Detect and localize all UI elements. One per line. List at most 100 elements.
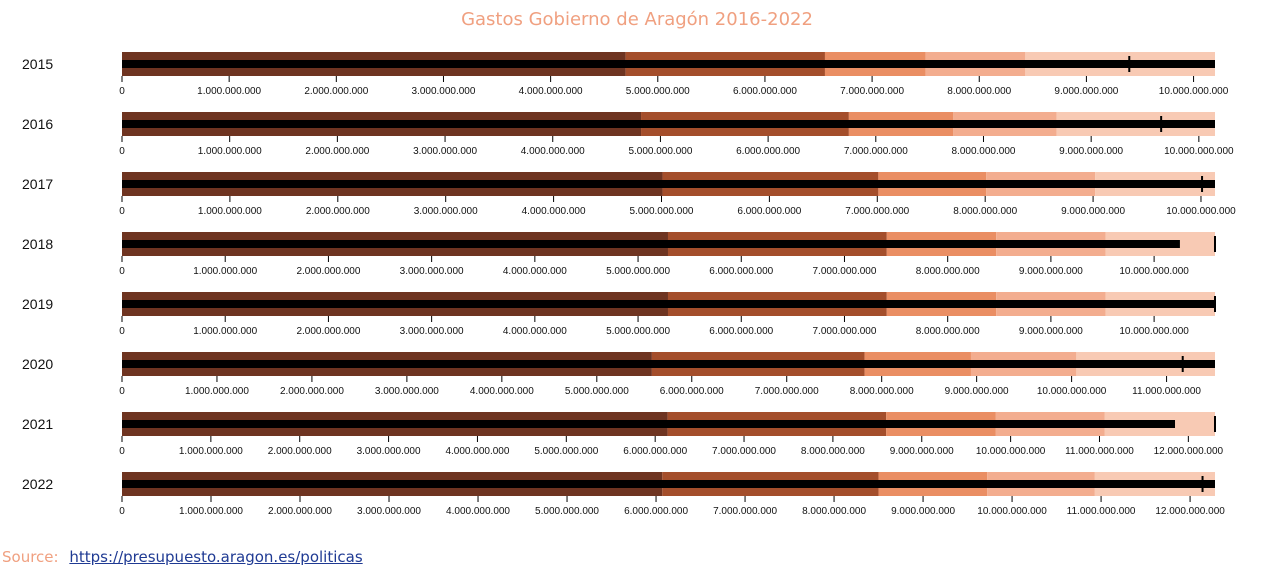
tick-label: 1.000.000.000 (193, 266, 257, 277)
measure-bar (122, 360, 1215, 368)
tick-label: 9.000.000.000 (1054, 86, 1118, 97)
bullet-row-2021: 2021 0 1.000.000.000 2.000.000.000 3.000.000… (22, 412, 1224, 457)
tick-label: 10.000.000.000 (1037, 386, 1107, 397)
tick-label: 0 (119, 266, 125, 277)
tick-label: 10.000.000.000 (1164, 146, 1234, 157)
tick-label: 8.000.000.000 (952, 146, 1016, 157)
tick-label: 7.000.000.000 (844, 146, 908, 157)
tick-label: 10.000.000.000 (1119, 266, 1189, 277)
measure-bar (122, 480, 1215, 488)
bullet-row-2016: 2016 0 1.000.000.000 2.000.000.000 3.000.000… (22, 112, 1234, 157)
tick-label: 10.000.000.000 (977, 506, 1047, 517)
tick-label: 7.000.000.000 (840, 86, 904, 97)
tick-label: 8.000.000.000 (850, 386, 914, 397)
tick-label: 12.000.000.000 (1154, 446, 1224, 457)
row-label: 2019 (22, 296, 53, 312)
tick-label: 6.000.000.000 (737, 206, 801, 217)
tick-label: 0 (119, 506, 125, 517)
tick-label: 9.000.000.000 (1061, 206, 1125, 217)
tick-label: 1.000.000.000 (179, 446, 243, 457)
tick-label: 5.000.000.000 (535, 506, 599, 517)
tick-label: 3.000.000.000 (357, 506, 421, 517)
tick-label: 0 (119, 386, 125, 397)
bullet-chart: Gastos Gobierno de Aragón 2016-2022 2015… (22, 9, 1236, 517)
tick-label: 8.000.000.000 (916, 326, 980, 337)
tick-label: 0 (119, 446, 125, 457)
tick-label: 2.000.000.000 (304, 86, 368, 97)
bullet-row-2015: 2015 0 1.000.000.000 2.000.000.000 3.000.000… (22, 52, 1229, 97)
source-label: Source: (2, 548, 59, 566)
bullet-row-2017: 2017 0 1.000.000.000 2.000.000.000 3.000.000… (22, 172, 1236, 217)
tick-label: 8.000.000.000 (916, 266, 980, 277)
tick-label: 2.000.000.000 (305, 146, 369, 157)
tick-label: 5.000.000.000 (630, 206, 694, 217)
tick-label: 4.000.000.000 (446, 506, 510, 517)
tick-label: 3.000.000.000 (400, 326, 464, 337)
bullet-row-2020: 2020 0 1.000.000.000 2.000.000.000 3.000.000… (22, 352, 1215, 397)
row-label: 2020 (22, 356, 53, 372)
tick-label: 6.000.000.000 (660, 386, 724, 397)
tick-label: 2.000.000.000 (306, 206, 370, 217)
tick-label: 0 (119, 146, 125, 157)
tick-label: 9.000.000.000 (1019, 326, 1083, 337)
measure-bar (122, 300, 1215, 308)
tick-label: 2.000.000.000 (268, 446, 332, 457)
tick-label: 9.000.000.000 (945, 386, 1009, 397)
tick-label: 7.000.000.000 (812, 266, 876, 277)
tick-label: 10.000.000.000 (1119, 326, 1189, 337)
tick-label: 3.000.000.000 (375, 386, 439, 397)
measure-bar (122, 120, 1215, 128)
tick-label: 0 (119, 326, 125, 337)
tick-label: 4.000.000.000 (519, 86, 583, 97)
tick-label: 3.000.000.000 (400, 266, 464, 277)
tick-label: 8.000.000.000 (947, 86, 1011, 97)
tick-label: 5.000.000.000 (606, 266, 670, 277)
tick-label: 5.000.000.000 (628, 146, 692, 157)
tick-label: 7.000.000.000 (845, 206, 909, 217)
row-label: 2016 (22, 116, 53, 132)
tick-label: 11.000.000.000 (1132, 386, 1201, 397)
tick-label: 9.000.000.000 (891, 506, 955, 517)
tick-label: 7.000.000.000 (712, 446, 776, 457)
bullet-row-2018: 2018 0 1.000.000.000 2.000.000.000 3.000.000… (22, 232, 1216, 277)
tick-label: 6.000.000.000 (623, 446, 687, 457)
tick-label: 10.000.000.000 (1159, 86, 1229, 97)
source-link[interactable]: https://presupuesto.aragon.es/politicas (69, 548, 363, 566)
tick-label: 12.000.000.000 (1155, 506, 1225, 517)
tick-label: 1.000.000.000 (193, 326, 257, 337)
tick-label: 7.000.000.000 (713, 506, 777, 517)
tick-label: 3.000.000.000 (413, 146, 477, 157)
bullet-rows: 2015 0 1.000.000.000 2.000.000.000 3.000.000… (22, 52, 1236, 517)
tick-label: 4.000.000.000 (522, 206, 586, 217)
tick-label: 11.000.000.000 (1065, 446, 1134, 457)
tick-label: 6.000.000.000 (733, 86, 797, 97)
tick-label: 3.000.000.000 (414, 206, 478, 217)
tick-label: 8.000.000.000 (802, 506, 866, 517)
tick-label: 9.000.000.000 (1019, 266, 1083, 277)
tick-label: 0 (119, 86, 125, 97)
bullet-row-2022: 2022 0 1.000.000.000 2.000.000.000 3.000.000… (22, 472, 1225, 517)
tick-label: 11.000.000.000 (1067, 506, 1136, 517)
tick-label: 2.000.000.000 (268, 506, 332, 517)
tick-label: 9.000.000.000 (890, 446, 954, 457)
tick-label: 8.000.000.000 (953, 206, 1017, 217)
bullet-row-2019: 2019 0 1.000.000.000 2.000.000.000 3.000.000… (22, 292, 1216, 337)
tick-label: 4.000.000.000 (445, 446, 509, 457)
tick-label: 3.000.000.000 (411, 86, 475, 97)
tick-label: 6.000.000.000 (624, 506, 688, 517)
tick-label: 2.000.000.000 (296, 326, 360, 337)
tick-label: 5.000.000.000 (565, 386, 629, 397)
row-label: 2018 (22, 236, 53, 252)
measure-bar (122, 420, 1176, 428)
tick-label: 8.000.000.000 (801, 446, 865, 457)
row-label: 2015 (22, 56, 53, 72)
tick-label: 7.000.000.000 (755, 386, 819, 397)
tick-label: 5.000.000.000 (606, 326, 670, 337)
tick-label: 10.000.000.000 (976, 446, 1046, 457)
tick-label: 6.000.000.000 (709, 326, 773, 337)
tick-label: 1.000.000.000 (185, 386, 249, 397)
row-label: 2021 (22, 416, 53, 432)
measure-bar (122, 240, 1180, 248)
tick-label: 3.000.000.000 (357, 446, 421, 457)
tick-label: 10.000.000.000 (1166, 206, 1236, 217)
